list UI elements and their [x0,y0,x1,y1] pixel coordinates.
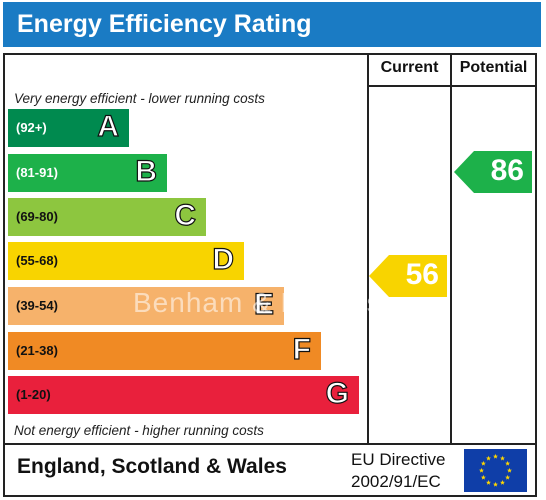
band-range: (81-91) [16,165,58,180]
band-letter: C [174,198,197,232]
rating-band-f: (21-38) F [8,332,321,370]
column-divider [367,55,369,443]
star-icon [500,480,505,485]
directive-line-1: EU Directive [351,450,446,469]
band-letter: F [292,332,312,366]
eu-flag-icon [464,449,527,492]
band-letter: B [135,154,158,188]
star-icon [486,455,491,461]
band-range: (92+) [16,120,47,135]
rating-band-a: (92+) A [8,109,129,147]
star-icon [480,460,486,466]
current-column-header: Current [380,59,439,76]
rating-band-b: (81-91) B [8,154,167,192]
current-rating-value: 56 [405,258,439,291]
star-icon [493,453,498,459]
star-icon [480,474,486,480]
star-icon [486,480,491,485]
star-icon [500,455,505,461]
rating-table: Current Potential Very energy efficient … [3,53,537,445]
directive-line-2: 2002/91/EC [351,472,441,491]
page-title: Energy Efficiency Rating [17,10,312,38]
star-icon [505,460,511,466]
potential-column-header: Potential [459,59,528,76]
column-divider [450,55,452,443]
eu-directive: EU Directive 2002/91/EC [351,449,445,493]
band-letter: G [325,376,350,410]
star-icon [507,467,512,473]
rating-band-g: (1-20) G [8,376,359,414]
rating-band-e: (39-54) E [8,287,284,325]
rating-band-c: (69-80) C [8,198,206,236]
watermark: Benham & Reeves [133,287,382,318]
band-letter: A [97,109,120,143]
band-letter: E [253,287,274,321]
rating-band-d: (55-68) D [8,242,244,280]
band-range: (21-38) [16,343,58,358]
potential-arrow-shape [454,151,532,193]
star-icon [505,474,511,480]
efficient-note: Very energy efficient - lower running co… [14,91,265,106]
footer: England, Scotland & Wales EU Directive 2… [3,445,537,497]
potential-rating-value: 86 [490,154,524,187]
potential-rating-arrow: 86 [454,151,532,193]
header-divider [367,85,535,87]
band-range: (69-80) [16,209,58,224]
inefficient-note: Not energy efficient - higher running co… [14,423,264,438]
region-label: England, Scotland & Wales [17,455,287,478]
band-range: (55-68) [16,253,58,268]
star-icon [493,481,498,487]
band-range: (1-20) [16,387,51,402]
eu-stars [479,453,512,487]
header-bar: Energy Efficiency Rating [3,2,541,47]
current-arrow-shape [369,255,447,297]
band-range: (39-54) [16,298,58,313]
current-rating-arrow: 56 [369,255,447,297]
band-letter: D [212,242,235,276]
star-icon [479,467,484,473]
